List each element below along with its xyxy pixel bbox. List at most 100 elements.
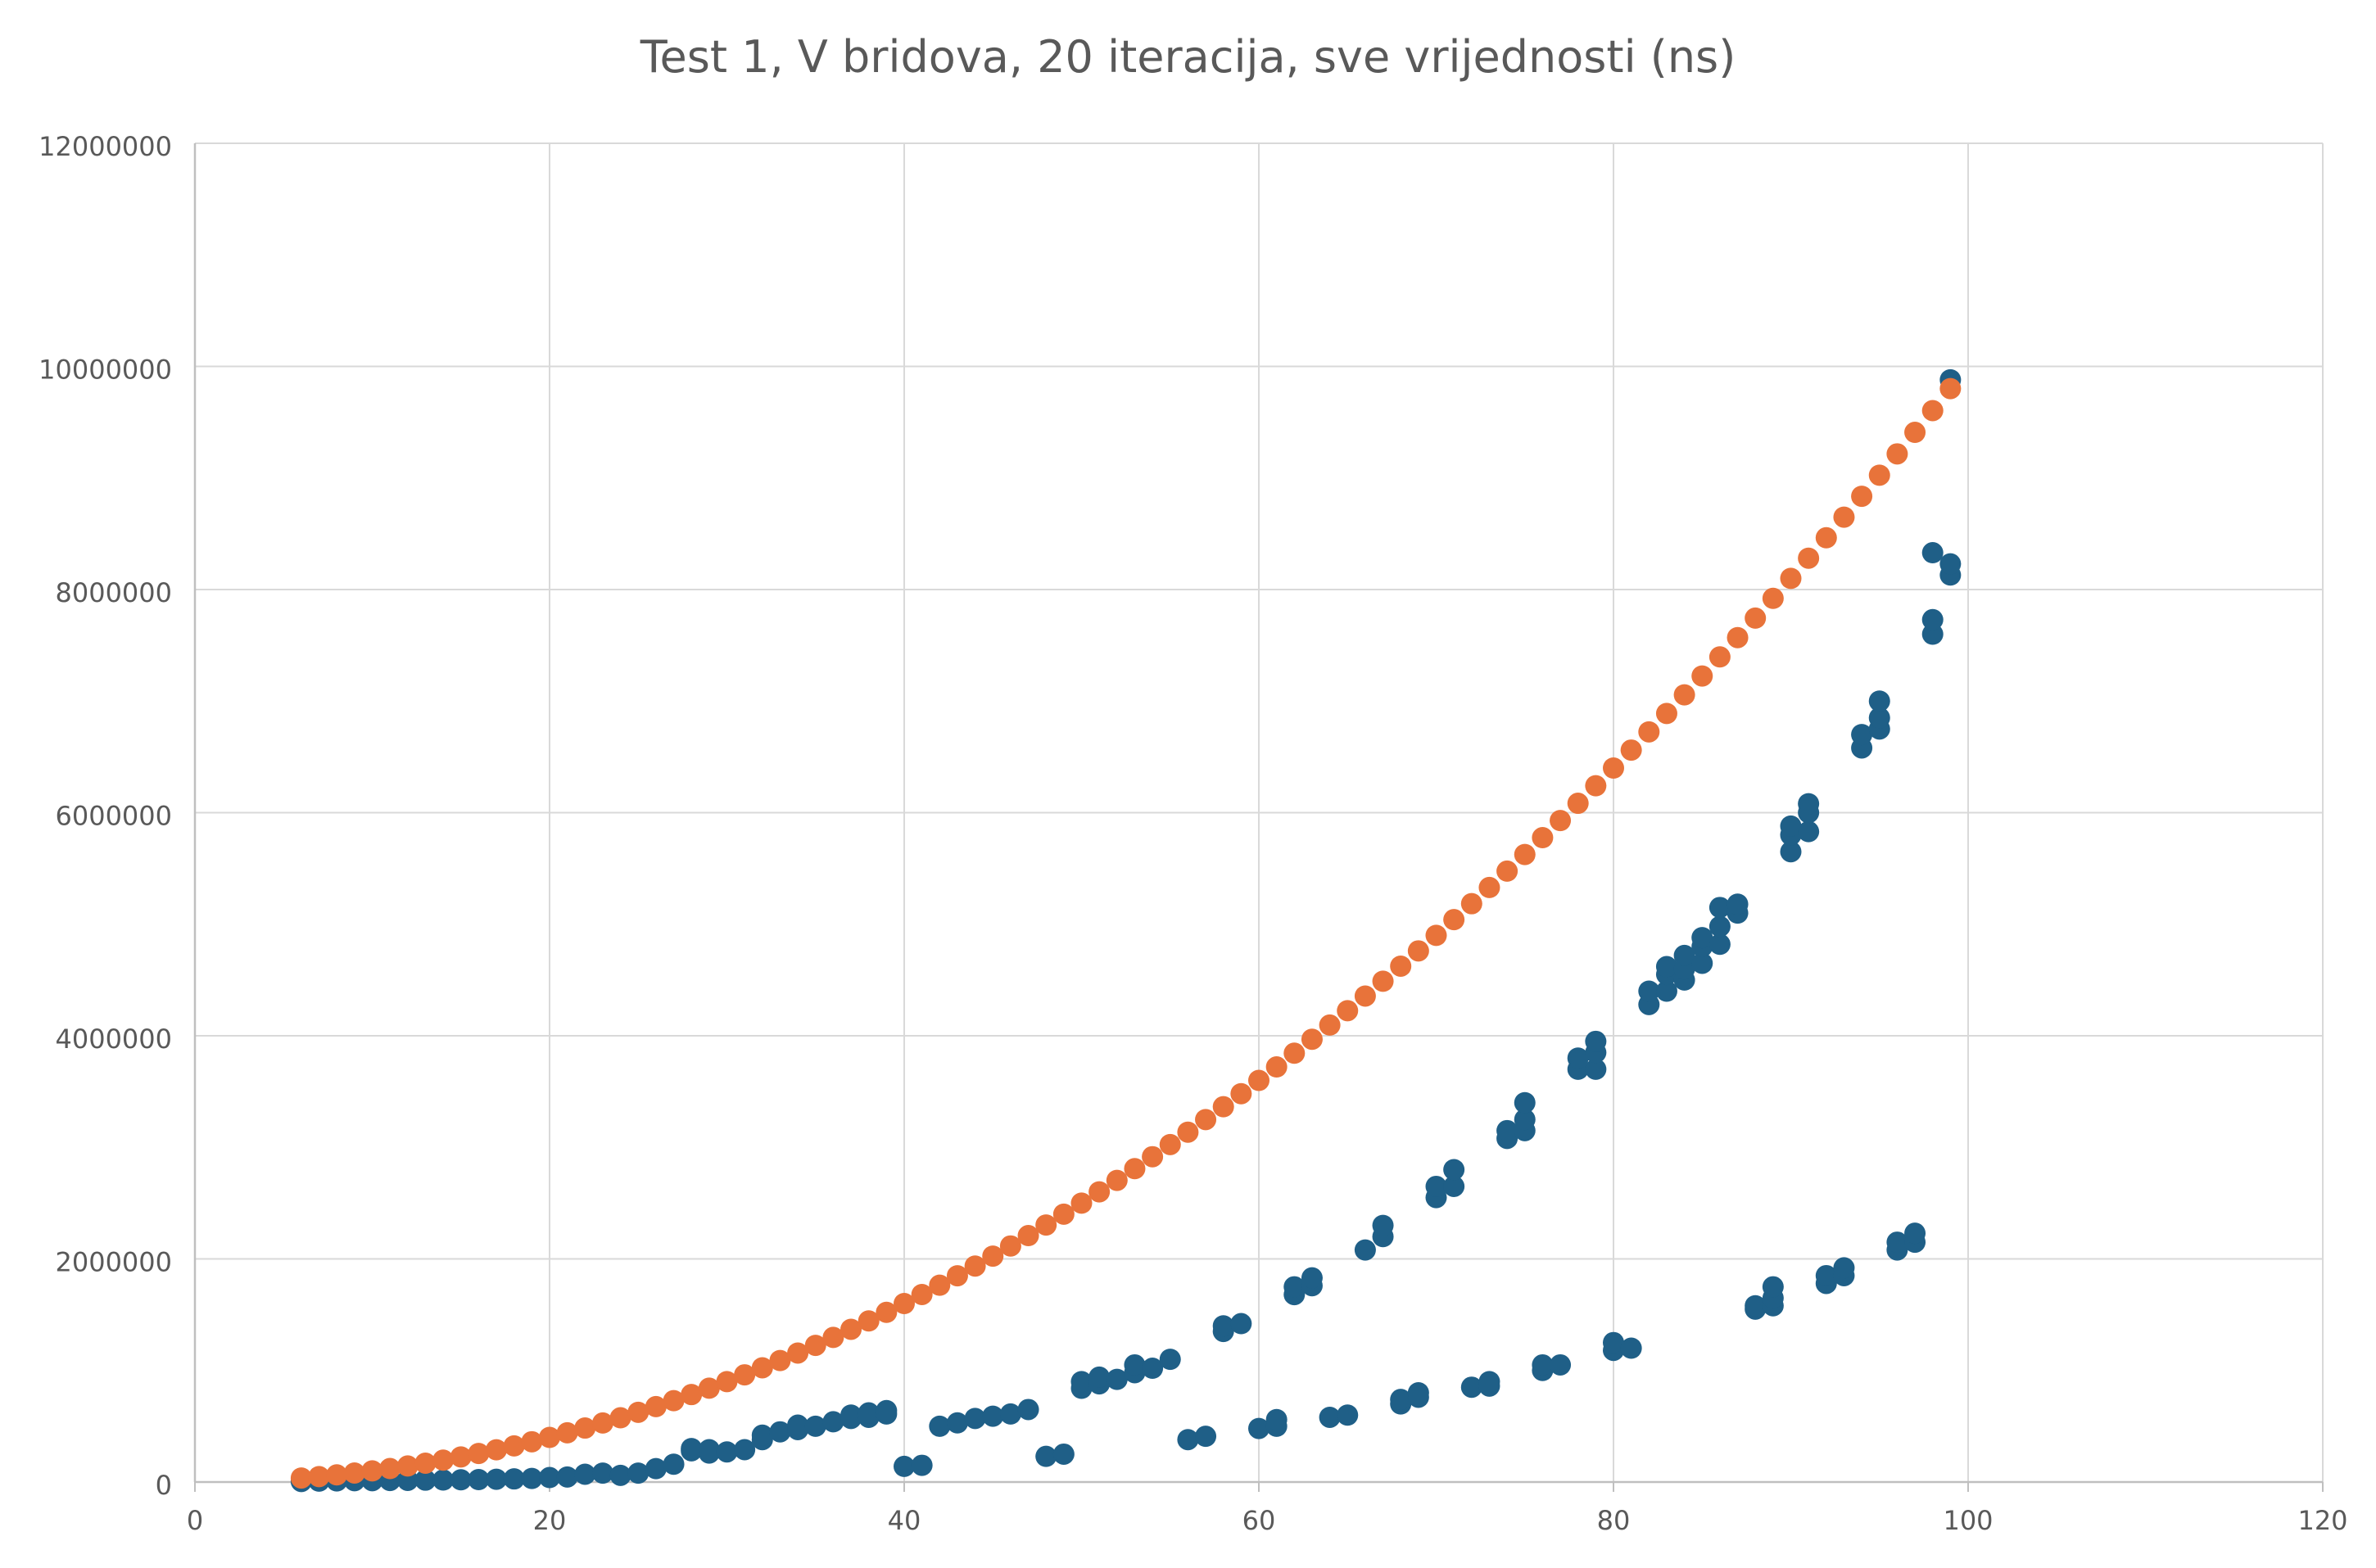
- data-point: [1124, 1158, 1145, 1179]
- data-point: [663, 1453, 685, 1475]
- data-point: [1071, 1192, 1093, 1213]
- data-point: [1107, 1170, 1128, 1191]
- data-point: [752, 1425, 773, 1446]
- x-tick-label: 60: [1242, 1505, 1276, 1536]
- data-point: [1656, 703, 1677, 724]
- data-point: [1798, 821, 1819, 843]
- data-point: [1745, 608, 1766, 629]
- data-point: [1709, 915, 1731, 937]
- data-point: [1230, 1313, 1251, 1335]
- data-point: [1691, 666, 1713, 687]
- data-point: [1000, 1236, 1021, 1257]
- data-point: [1568, 793, 1589, 814]
- data-point: [627, 1462, 649, 1484]
- data-point: [912, 1455, 933, 1476]
- data-point: [1301, 1028, 1323, 1050]
- data-point: [1283, 1042, 1305, 1064]
- data-point: [1674, 685, 1695, 706]
- data-point: [1124, 1354, 1145, 1376]
- data-point: [1355, 1240, 1376, 1261]
- data-point: [1585, 775, 1606, 797]
- data-point: [1709, 646, 1731, 667]
- series-layer: [291, 369, 1961, 1492]
- data-point: [1266, 1056, 1288, 1078]
- data-point: [1337, 1000, 1358, 1021]
- data-point: [1922, 400, 1944, 421]
- y-tick-label: 12000000: [38, 131, 172, 162]
- data-point: [521, 1431, 542, 1453]
- data-point: [1833, 1257, 1854, 1278]
- data-point: [1727, 893, 1749, 915]
- data-point: [1443, 1159, 1464, 1181]
- data-point: [468, 1443, 489, 1464]
- data-point: [1461, 893, 1482, 915]
- data-point: [1390, 956, 1411, 977]
- data-point: [1904, 422, 1926, 443]
- data-point: [1478, 1371, 1500, 1392]
- x-tick-label: 0: [187, 1505, 203, 1536]
- data-point: [1727, 627, 1749, 648]
- data-point: [1266, 1409, 1288, 1430]
- data-point: [1018, 1399, 1039, 1420]
- grid-layer: [195, 143, 2323, 1482]
- data-point: [1478, 877, 1500, 898]
- data-point: [1230, 1083, 1251, 1105]
- data-point: [450, 1446, 472, 1467]
- data-point: [1319, 1014, 1341, 1036]
- data-point: [1904, 1222, 1926, 1244]
- data-point: [1195, 1109, 1216, 1130]
- data-point: [1373, 1215, 1394, 1236]
- data-point: [876, 1400, 897, 1421]
- data-point: [1763, 1277, 1784, 1298]
- data-point: [1816, 527, 1837, 549]
- data-point: [645, 1458, 667, 1480]
- data-point: [1922, 542, 1944, 563]
- data-point: [1763, 588, 1784, 609]
- data-point: [1514, 844, 1536, 865]
- data-point: [1426, 924, 1447, 946]
- y-tick-label: 2000000: [55, 1247, 172, 1278]
- data-point: [1603, 757, 1624, 779]
- y-tick-label: 6000000: [55, 801, 172, 832]
- data-point: [1000, 1403, 1021, 1425]
- series-measured: [291, 369, 1961, 1492]
- data-point: [1053, 1204, 1075, 1225]
- data-point: [1550, 810, 1571, 831]
- data-point: [1408, 1382, 1429, 1403]
- data-point: [1496, 861, 1518, 882]
- data-point: [1869, 464, 1890, 486]
- data-point: [1869, 690, 1890, 712]
- data-point: [1922, 609, 1944, 630]
- data-point: [1177, 1429, 1198, 1450]
- data-point: [1443, 909, 1464, 930]
- data-point: [504, 1435, 525, 1457]
- data-point: [1781, 567, 1802, 589]
- data-point: [1373, 970, 1394, 992]
- data-point: [557, 1466, 578, 1488]
- data-point: [1177, 1122, 1198, 1143]
- y-tick-label: 8000000: [55, 577, 172, 608]
- data-point: [1798, 548, 1819, 569]
- data-point: [1337, 1404, 1358, 1426]
- data-point: [1514, 1092, 1536, 1114]
- data-point: [805, 1416, 826, 1437]
- axis-layer: 0200000040000006000000800000010000000120…: [38, 131, 2347, 1536]
- data-point: [1035, 1214, 1057, 1236]
- data-point: [432, 1449, 454, 1471]
- data-point: [1213, 1096, 1234, 1118]
- data-point: [1939, 378, 1961, 400]
- data-point: [414, 1453, 436, 1474]
- data-point: [1053, 1444, 1075, 1465]
- data-point: [397, 1455, 419, 1476]
- data-point: [1798, 793, 1819, 815]
- data-point: [1939, 554, 1961, 575]
- x-tick-label: 40: [888, 1505, 921, 1536]
- data-point: [1142, 1146, 1163, 1168]
- x-tick-label: 100: [1943, 1505, 1993, 1536]
- data-point: [1621, 739, 1642, 761]
- data-point: [1248, 1070, 1269, 1091]
- data-point: [1851, 486, 1872, 507]
- data-point: [1585, 1031, 1606, 1052]
